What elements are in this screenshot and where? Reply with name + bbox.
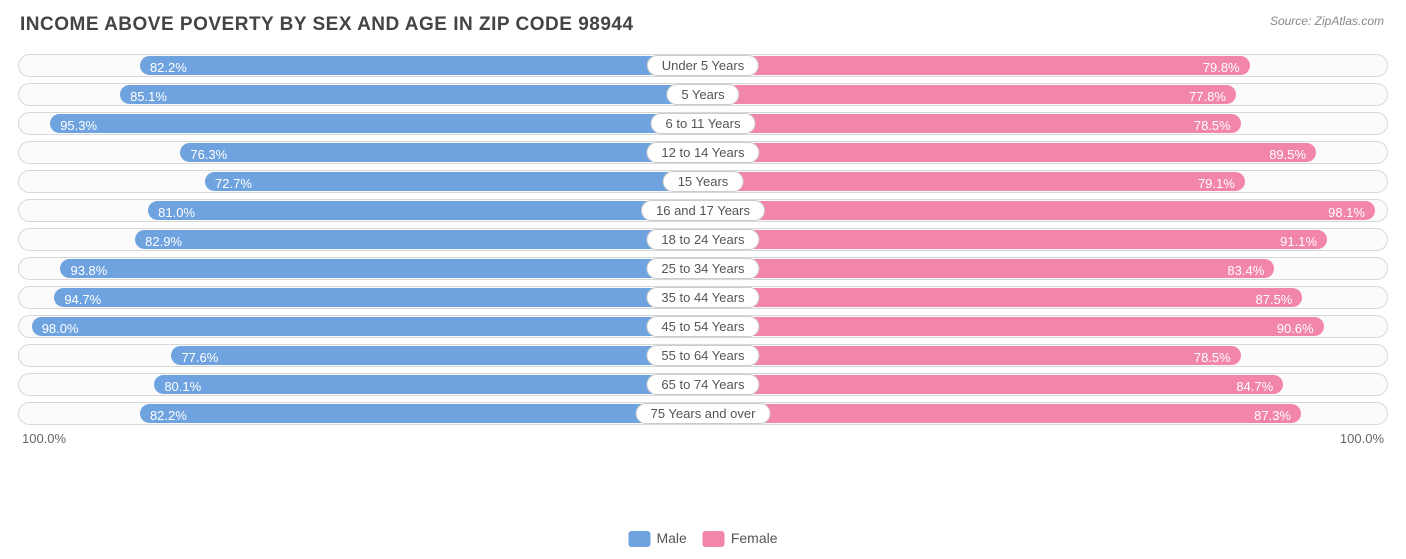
female-pct-label: 78.5% <box>1184 114 1241 137</box>
female-pct-label: 84.7% <box>1226 375 1283 398</box>
female-bar: 79.8% <box>703 56 1250 75</box>
age-label: 6 to 11 Years <box>651 113 756 134</box>
female-bar: 78.5% <box>703 114 1241 133</box>
chart-row: 77.6%78.5%55 to 64 Years <box>18 344 1388 367</box>
female-bar: 91.1% <box>703 230 1327 249</box>
female-pct-label: 90.6% <box>1267 317 1324 340</box>
male-bar: 76.3% <box>180 143 703 162</box>
axis-left-max: 100.0% <box>18 431 703 446</box>
male-bar: 72.7% <box>205 172 703 191</box>
chart-row: 98.0%90.6%45 to 54 Years <box>18 315 1388 338</box>
female-pct-label: 79.8% <box>1193 56 1250 79</box>
female-pct-label: 79.1% <box>1188 172 1245 195</box>
chart-row: 82.9%91.1%18 to 24 Years <box>18 228 1388 251</box>
female-bar: 87.5% <box>703 288 1302 307</box>
chart-row: 94.7%87.5%35 to 44 Years <box>18 286 1388 309</box>
female-bar: 90.6% <box>703 317 1324 336</box>
male-pct-label: 93.8% <box>60 259 117 282</box>
female-pct-label: 78.5% <box>1184 346 1241 369</box>
male-bar: 80.1% <box>154 375 703 394</box>
female-bar: 83.4% <box>703 259 1274 278</box>
chart-row: 82.2%87.3%75 Years and over <box>18 402 1388 425</box>
age-label: 75 Years and over <box>636 403 771 424</box>
age-label: Under 5 Years <box>647 55 759 76</box>
chart-row: 82.2%79.8%Under 5 Years <box>18 54 1388 77</box>
female-bar: 98.1% <box>703 201 1375 220</box>
female-bar: 87.3% <box>703 404 1301 423</box>
source-attribution: Source: ZipAtlas.com <box>1270 14 1384 28</box>
male-bar: 82.9% <box>135 230 703 249</box>
legend-male-swatch <box>628 531 650 547</box>
chart-row: 95.3%78.5%6 to 11 Years <box>18 112 1388 135</box>
chart-title: INCOME ABOVE POVERTY BY SEX AND AGE IN Z… <box>20 14 1388 36</box>
female-pct-label: 91.1% <box>1270 230 1327 253</box>
age-label: 12 to 14 Years <box>646 142 759 163</box>
male-pct-label: 76.3% <box>180 143 237 166</box>
male-bar: 82.2% <box>140 56 703 75</box>
female-pct-label: 87.3% <box>1244 404 1301 427</box>
male-bar: 77.6% <box>171 346 703 365</box>
x-axis: 100.0% 100.0% <box>18 431 1388 446</box>
male-pct-label: 77.6% <box>171 346 228 369</box>
age-label: 35 to 44 Years <box>646 287 759 308</box>
male-pct-label: 72.7% <box>205 172 262 195</box>
female-pct-label: 77.8% <box>1179 85 1236 108</box>
legend-female-label: Female <box>731 530 778 546</box>
age-label: 65 to 74 Years <box>646 374 759 395</box>
male-bar: 94.7% <box>54 288 703 307</box>
female-pct-label: 87.5% <box>1246 288 1303 311</box>
male-bar: 98.0% <box>32 317 703 336</box>
male-pct-label: 82.9% <box>135 230 192 253</box>
female-pct-label: 89.5% <box>1259 143 1316 166</box>
legend-female-swatch <box>703 531 725 547</box>
male-bar: 85.1% <box>120 85 703 104</box>
female-bar: 78.5% <box>703 346 1241 365</box>
female-pct-label: 83.4% <box>1217 259 1274 282</box>
male-bar: 93.8% <box>60 259 703 278</box>
male-pct-label: 82.2% <box>140 56 197 79</box>
axis-right-max: 100.0% <box>703 431 1388 446</box>
male-pct-label: 98.0% <box>32 317 89 340</box>
age-label: 55 to 64 Years <box>646 345 759 366</box>
age-label: 15 Years <box>663 171 744 192</box>
male-pct-label: 80.1% <box>154 375 211 398</box>
chart-row: 85.1%77.8%5 Years <box>18 83 1388 106</box>
chart-row: 81.0%98.1%16 and 17 Years <box>18 199 1388 222</box>
male-pct-label: 94.7% <box>54 288 111 311</box>
age-label: 18 to 24 Years <box>646 229 759 250</box>
chart-row: 72.7%79.1%15 Years <box>18 170 1388 193</box>
age-label: 16 and 17 Years <box>641 200 765 221</box>
male-pct-label: 81.0% <box>148 201 205 224</box>
legend-female: Female <box>703 530 778 547</box>
legend: Male Female <box>628 530 777 547</box>
chart-row: 93.8%83.4%25 to 34 Years <box>18 257 1388 280</box>
female-bar: 79.1% <box>703 172 1245 191</box>
chart-row: 76.3%89.5%12 to 14 Years <box>18 141 1388 164</box>
chart-rows: 82.2%79.8%Under 5 Years85.1%77.8%5 Years… <box>18 54 1388 425</box>
male-pct-label: 85.1% <box>120 85 177 108</box>
age-label: 5 Years <box>666 84 739 105</box>
male-bar: 82.2% <box>140 404 703 423</box>
female-bar: 89.5% <box>703 143 1316 162</box>
age-label: 45 to 54 Years <box>646 316 759 337</box>
male-bar: 95.3% <box>50 114 703 133</box>
female-bar: 77.8% <box>703 85 1236 104</box>
chart-row: 80.1%84.7%65 to 74 Years <box>18 373 1388 396</box>
chart-container: INCOME ABOVE POVERTY BY SEX AND AGE IN Z… <box>0 0 1406 559</box>
female-pct-label: 98.1% <box>1318 201 1375 224</box>
male-pct-label: 82.2% <box>140 404 197 427</box>
age-label: 25 to 34 Years <box>646 258 759 279</box>
male-bar: 81.0% <box>148 201 703 220</box>
legend-male-label: Male <box>656 530 686 546</box>
male-pct-label: 95.3% <box>50 114 107 137</box>
female-bar: 84.7% <box>703 375 1283 394</box>
legend-male: Male <box>628 530 686 547</box>
